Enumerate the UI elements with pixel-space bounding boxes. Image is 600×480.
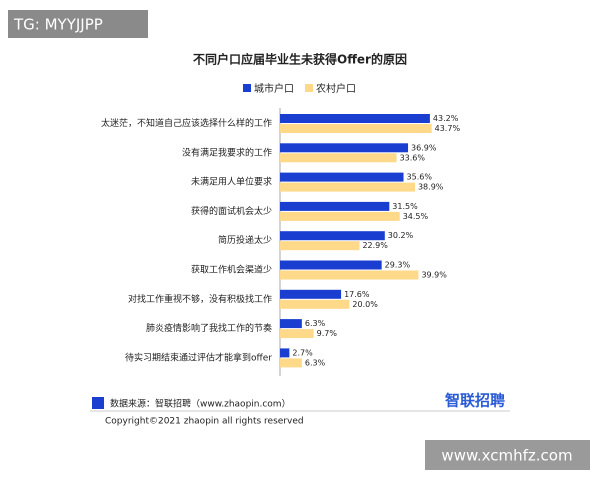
- bar: [280, 289, 342, 299]
- legend-swatch: [305, 84, 313, 92]
- legend-label: 农村户口: [316, 82, 356, 95]
- source: 数据来源：智联招聘（www.zhaopin.com）: [110, 398, 291, 410]
- bar: [280, 114, 430, 123]
- bar: [280, 299, 350, 309]
- bar: [280, 270, 419, 280]
- value-label: 43.2%: [433, 114, 459, 123]
- category-label: 未满足用人单位要求: [191, 176, 272, 188]
- value-label: 20.0%: [352, 300, 378, 309]
- logo: 智联招聘: [445, 392, 505, 410]
- value-label: 22.9%: [362, 241, 388, 250]
- value-label: 30.2%: [388, 231, 414, 240]
- value-label: 31.5%: [392, 202, 418, 211]
- legend-swatch: [243, 84, 251, 92]
- legend-label: 城市户口: [254, 82, 294, 95]
- value-label: 17.6%: [344, 290, 370, 299]
- category-label: 没有满足我要求的工作: [182, 146, 272, 158]
- bar: [280, 260, 382, 270]
- value-label: 29.3%: [385, 261, 411, 270]
- category-label: 简历投递太少: [218, 234, 272, 246]
- watermark: TG: MYYJJPP: [13, 16, 103, 34]
- category-label: 太迷茫，不知道自己应该选择什么样的工作: [101, 117, 272, 129]
- value-label: 36.9%: [411, 143, 437, 152]
- bar: [280, 241, 360, 251]
- bar: [280, 358, 302, 368]
- watermark: www.xcmhfz.com: [441, 447, 572, 465]
- bar: [280, 143, 409, 153]
- bar: [280, 201, 390, 211]
- bar: [280, 124, 432, 133]
- value-label: 35.6%: [407, 173, 433, 182]
- category-label: 肺炎疫情影响了我找工作的节奏: [146, 322, 272, 334]
- copyright: Copyright©2021 zhaopin all rights reserv…: [105, 417, 304, 427]
- value-label: 38.9%: [418, 183, 444, 192]
- value-label: 33.6%: [400, 153, 426, 162]
- bar: [280, 211, 400, 221]
- watermark-box: [8, 10, 148, 38]
- category-label: 对找工作重视不够，没有积极找工作: [128, 293, 272, 305]
- bar: [280, 329, 314, 339]
- bar: [280, 231, 385, 241]
- bar: [280, 348, 290, 358]
- value-label: 43.7%: [435, 124, 461, 133]
- source-icon: [92, 397, 104, 409]
- value-label: 2.7%: [292, 348, 313, 357]
- value-label: 6.3%: [305, 358, 326, 367]
- category-label: 待实习期结束通过评估才能拿到offer: [125, 351, 272, 363]
- bar: [280, 153, 397, 163]
- category-label: 获得的面试机会太少: [191, 205, 272, 217]
- value-label: 6.3%: [305, 319, 326, 328]
- watermark-box: [425, 440, 590, 470]
- category-label: 获取工作机会渠道少: [191, 264, 272, 276]
- value-label: 39.9%: [421, 271, 447, 280]
- value-label: 34.5%: [403, 212, 429, 221]
- value-label: 9.7%: [317, 329, 338, 338]
- bar: [280, 172, 404, 182]
- chart-title: 不同户口应届毕业生未获得Offer的原因: [193, 52, 407, 67]
- bar: [280, 182, 415, 192]
- bar: [280, 319, 302, 329]
